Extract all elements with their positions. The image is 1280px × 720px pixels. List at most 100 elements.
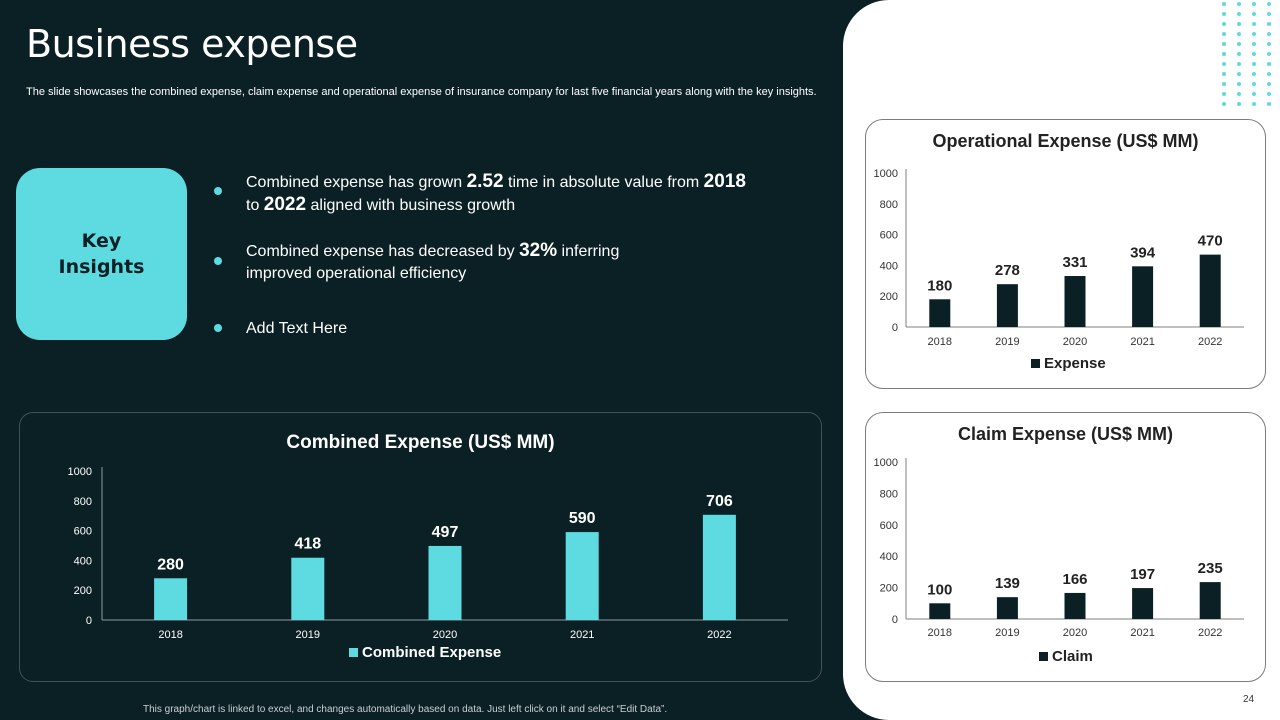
decor-dot	[1252, 42, 1256, 46]
x-tick-label: 2021	[1130, 336, 1154, 348]
decor-dot	[1237, 12, 1241, 16]
key-insights-box: Key Insights	[16, 168, 187, 340]
decor-dot	[1237, 52, 1241, 56]
bar	[1132, 588, 1154, 619]
decor-dot	[1252, 102, 1256, 106]
decor-dot	[1267, 12, 1271, 16]
bar	[929, 299, 951, 327]
decor-dot	[1222, 72, 1226, 76]
bar	[565, 532, 599, 620]
chart-title: Combined Expense (US$ MM)	[286, 432, 554, 453]
insight-item-2: Combined expense has decreased by 32% in…	[246, 240, 806, 285]
data-label: 278	[995, 262, 1020, 279]
decor-dot	[1267, 22, 1271, 26]
x-tick-label: 2018	[928, 336, 952, 348]
decor-dot	[1267, 32, 1271, 36]
decor-dot	[1222, 102, 1226, 106]
insight-2-text-b: inferring	[557, 243, 620, 260]
bullet-icon	[214, 187, 222, 195]
claim-expense-chart: Claim Expense (US$ MM) 0 200 400 600 800 1000 1…	[874, 424, 1244, 665]
x-tick-label: 2022	[707, 629, 731, 641]
decor-dot	[1237, 92, 1241, 96]
data-label: 418	[294, 536, 321, 553]
key-insights-label-line1: Key	[81, 230, 122, 252]
chart-title: Claim Expense (US$ MM)	[958, 424, 1173, 444]
y-tick-label: 800	[880, 199, 898, 211]
insight-2-text-c: improved operational efficiency	[246, 265, 467, 282]
decor-dot	[1267, 52, 1271, 56]
insight-1-text-a: Combined expense has grown	[246, 174, 467, 191]
insight-1-text-b: time in absolute value from	[503, 174, 704, 191]
insight-2-text-a: Combined expense has decreased by	[246, 243, 520, 260]
bar	[702, 514, 736, 620]
decor-dot	[1222, 52, 1226, 56]
key-insights-label-line2: Insights	[58, 256, 145, 278]
insight-3-text: Add Text Here	[246, 320, 348, 337]
decor-dot	[1252, 32, 1256, 36]
decor-dot	[1252, 82, 1256, 86]
claim-expense-chart-panel: Claim Expense (US$ MM) 0 200 400 600 800 1000 1…	[865, 412, 1266, 682]
x-tick-label: 2019	[296, 629, 320, 641]
bar	[428, 545, 462, 620]
decor-dot	[1237, 72, 1241, 76]
data-label: 394	[1130, 244, 1156, 261]
legend-swatch	[1039, 652, 1048, 661]
page-subtitle: The slide showcases the combined expense…	[26, 86, 817, 98]
x-tick-label: 2021	[1130, 627, 1154, 639]
decor-dot	[1252, 92, 1256, 96]
decor-dot	[1252, 2, 1256, 6]
operational-expense-chart-panel: Operational Expense (US$ MM) 0 200 400 600 80…	[865, 119, 1266, 389]
y-tick-label: 0	[892, 322, 898, 334]
y-tick-label: 600	[880, 230, 898, 242]
x-tick-label: 2018	[158, 629, 182, 641]
y-tick-label: 400	[880, 551, 898, 563]
data-label: 280	[157, 556, 184, 573]
data-label: 497	[432, 524, 459, 541]
decor-dot	[1222, 22, 1226, 26]
legend-swatch	[1031, 359, 1040, 368]
y-tick-label: 200	[74, 585, 92, 597]
decor-dot	[1267, 82, 1271, 86]
bullet-icon	[214, 324, 222, 332]
decor-dot	[1252, 72, 1256, 76]
y-tick-label: 200	[880, 583, 898, 595]
decor-dot	[1267, 72, 1271, 76]
data-label: 706	[706, 493, 733, 510]
bar	[1064, 592, 1086, 619]
page-number: 24	[1243, 694, 1255, 705]
combined-expense-chart-panel: Combined Expense (US$ MM) 0 200 400 600 800 10…	[19, 412, 822, 682]
decor-dot	[1267, 62, 1271, 66]
decor-dot	[1222, 82, 1226, 86]
bar	[1064, 276, 1086, 327]
bar	[1132, 266, 1154, 327]
x-tick-label: 2018	[928, 627, 952, 639]
y-tick-label: 600	[74, 526, 92, 538]
decor-dot	[1252, 52, 1256, 56]
data-label: 470	[1198, 233, 1223, 250]
bar	[1199, 582, 1221, 619]
x-tick-label: 2021	[570, 629, 594, 641]
y-tick-label: 200	[880, 291, 898, 303]
y-tick-label: 0	[892, 614, 898, 626]
data-label: 100	[927, 581, 952, 598]
decor-dot	[1252, 12, 1256, 16]
dot-pattern-decoration	[1222, 2, 1271, 106]
data-label: 590	[569, 510, 596, 527]
x-tick-label: 2020	[1063, 627, 1087, 639]
y-tick-label: 1000	[68, 466, 92, 478]
data-label: 139	[995, 575, 1020, 592]
bar	[1199, 254, 1221, 327]
y-tick-label: 1000	[874, 168, 898, 180]
bar	[996, 597, 1018, 619]
y-tick-label: 400	[74, 555, 92, 567]
decor-dot	[1252, 22, 1256, 26]
y-tick-label: 0	[86, 615, 92, 627]
decor-dot	[1237, 62, 1241, 66]
decor-dot	[1222, 92, 1226, 96]
insight-1-value-c: 2022	[263, 194, 307, 215]
decor-dot	[1267, 102, 1271, 106]
insight-1-text-c: to	[246, 197, 264, 214]
decor-dot	[1222, 12, 1226, 16]
legend-label: Claim	[1052, 648, 1093, 665]
bar	[291, 557, 325, 620]
